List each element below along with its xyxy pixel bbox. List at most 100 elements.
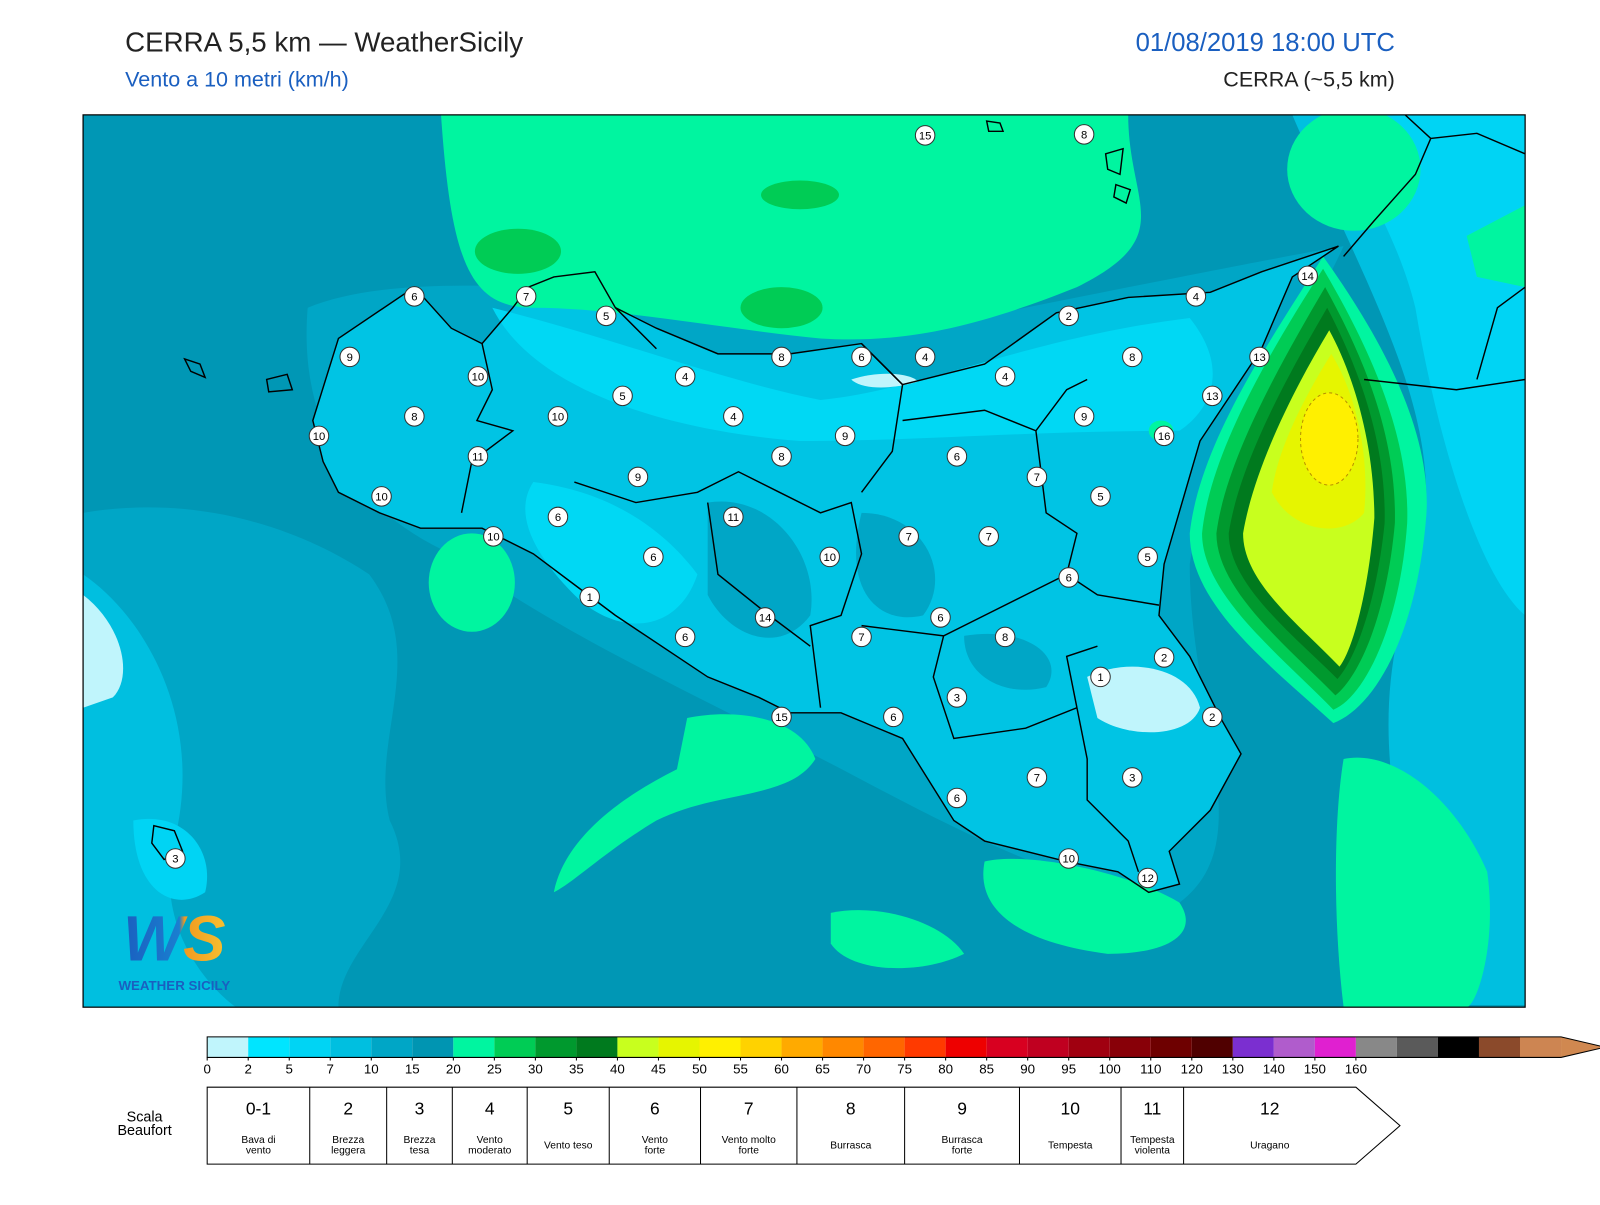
station-marker — [1249, 346, 1270, 368]
station: 9 — [834, 425, 856, 447]
station-value: 10 — [1062, 853, 1075, 865]
station: 8 — [994, 626, 1016, 648]
station-marker — [994, 366, 1016, 387]
station-marker — [674, 366, 696, 387]
station-marker — [467, 446, 489, 467]
colorbar-band — [822, 1036, 864, 1058]
station: 15 — [914, 125, 936, 146]
station-marker — [851, 626, 872, 648]
station-value: 6 — [1066, 572, 1072, 584]
station: 7 — [1026, 767, 1048, 788]
station-marker — [1202, 385, 1223, 407]
field — [525, 482, 698, 624]
beaufort-force: 8 — [846, 1098, 856, 1118]
beaufort-desc: forte — [738, 1145, 759, 1156]
station-marker — [898, 526, 919, 547]
colorbar-band — [699, 1036, 741, 1058]
station-value: 6 — [890, 712, 896, 724]
station-value: 6 — [858, 352, 864, 364]
station: 7 — [1026, 466, 1048, 488]
beaufort-desc: Vento — [477, 1135, 504, 1146]
station-value: 15 — [775, 712, 788, 724]
station: 3 — [1122, 767, 1143, 788]
station-value: 5 — [603, 311, 609, 323]
station: 16 — [1153, 425, 1175, 447]
station-value: 4 — [922, 352, 928, 364]
station: 4 — [914, 346, 936, 368]
station: 14 — [754, 607, 776, 628]
colorbar-tick-label: 10 — [364, 1061, 379, 1076]
logo-mark: WS — [123, 903, 225, 974]
colorbar-band — [330, 1036, 372, 1058]
station-marker — [595, 305, 617, 327]
station-marker — [404, 406, 425, 427]
station-marker — [930, 607, 951, 628]
station: 7 — [898, 526, 919, 547]
station-marker — [515, 286, 537, 307]
colorbar-band — [904, 1036, 946, 1058]
colorbar-tick-label: 35 — [569, 1061, 584, 1076]
colorbar-band — [248, 1036, 290, 1058]
beaufort-label: Scala — [127, 1110, 163, 1126]
station-marker — [978, 526, 999, 547]
station: 1 — [579, 586, 600, 608]
station-marker — [404, 286, 425, 307]
station-marker — [1137, 867, 1158, 889]
colorbar-tick-label: 160 — [1345, 1061, 1367, 1076]
beaufort-force: 9 — [957, 1098, 967, 1118]
station-marker — [946, 446, 968, 467]
colorbar-band — [1150, 1036, 1192, 1058]
colorbar-band — [1520, 1036, 1562, 1058]
station-marker — [483, 526, 504, 547]
station: 11 — [467, 446, 489, 467]
colorbar-band — [576, 1036, 618, 1058]
station-value: 8 — [1081, 129, 1087, 141]
station-value: 6 — [954, 451, 960, 463]
station: 9 — [339, 346, 360, 368]
station: 2 — [1153, 647, 1175, 668]
beaufort-force: 2 — [343, 1098, 353, 1118]
colorbar-band — [781, 1036, 823, 1058]
station-value: 2 — [1209, 712, 1215, 724]
station-value: 13 — [1206, 391, 1219, 403]
colorbar-band — [1109, 1036, 1151, 1058]
station: 12 — [1137, 867, 1158, 889]
colorbar-tick-label: 40 — [610, 1061, 625, 1076]
station: 7 — [851, 626, 872, 648]
colorbar-tick-label: 20 — [446, 1061, 461, 1076]
station-value: 8 — [1129, 352, 1135, 364]
station-value: 9 — [842, 431, 848, 443]
beaufort-force: 10 — [1061, 1098, 1081, 1118]
station-marker — [946, 687, 968, 708]
station-marker — [771, 706, 792, 728]
colorbar-band — [740, 1036, 782, 1058]
colorbar-band — [617, 1036, 659, 1058]
station: 6 — [946, 446, 968, 467]
station-marker — [754, 607, 776, 628]
station: 14 — [1297, 265, 1318, 287]
station-marker — [771, 446, 792, 467]
station: 6 — [851, 346, 872, 368]
colorbar-tick-label: 95 — [1061, 1061, 1076, 1076]
colorbar-band — [1437, 1036, 1479, 1058]
station: 8 — [404, 406, 425, 427]
station-marker — [1073, 124, 1095, 145]
field — [553, 714, 816, 893]
station-marker — [851, 346, 872, 368]
colorbar-tick-label: 30 — [528, 1061, 543, 1076]
station-marker — [1202, 706, 1223, 728]
station-value: 3 — [1129, 772, 1135, 784]
station: 8 — [1122, 346, 1143, 368]
date: 01/08/2019 18:00 UTC — [1136, 29, 1395, 57]
colorbar: 0 2 5 7 10 15 20 25 30 35 40 45 50 55 60 65 70 75 80 85 90 95… — [203, 1036, 1600, 1076]
colorbar-tick-label: 120 — [1181, 1061, 1203, 1076]
station: 7 — [978, 526, 999, 547]
beaufort-desc: Burrasca — [830, 1140, 871, 1151]
station-marker — [1153, 647, 1175, 668]
station-marker — [1137, 546, 1158, 568]
station-value: 3 — [172, 853, 178, 865]
